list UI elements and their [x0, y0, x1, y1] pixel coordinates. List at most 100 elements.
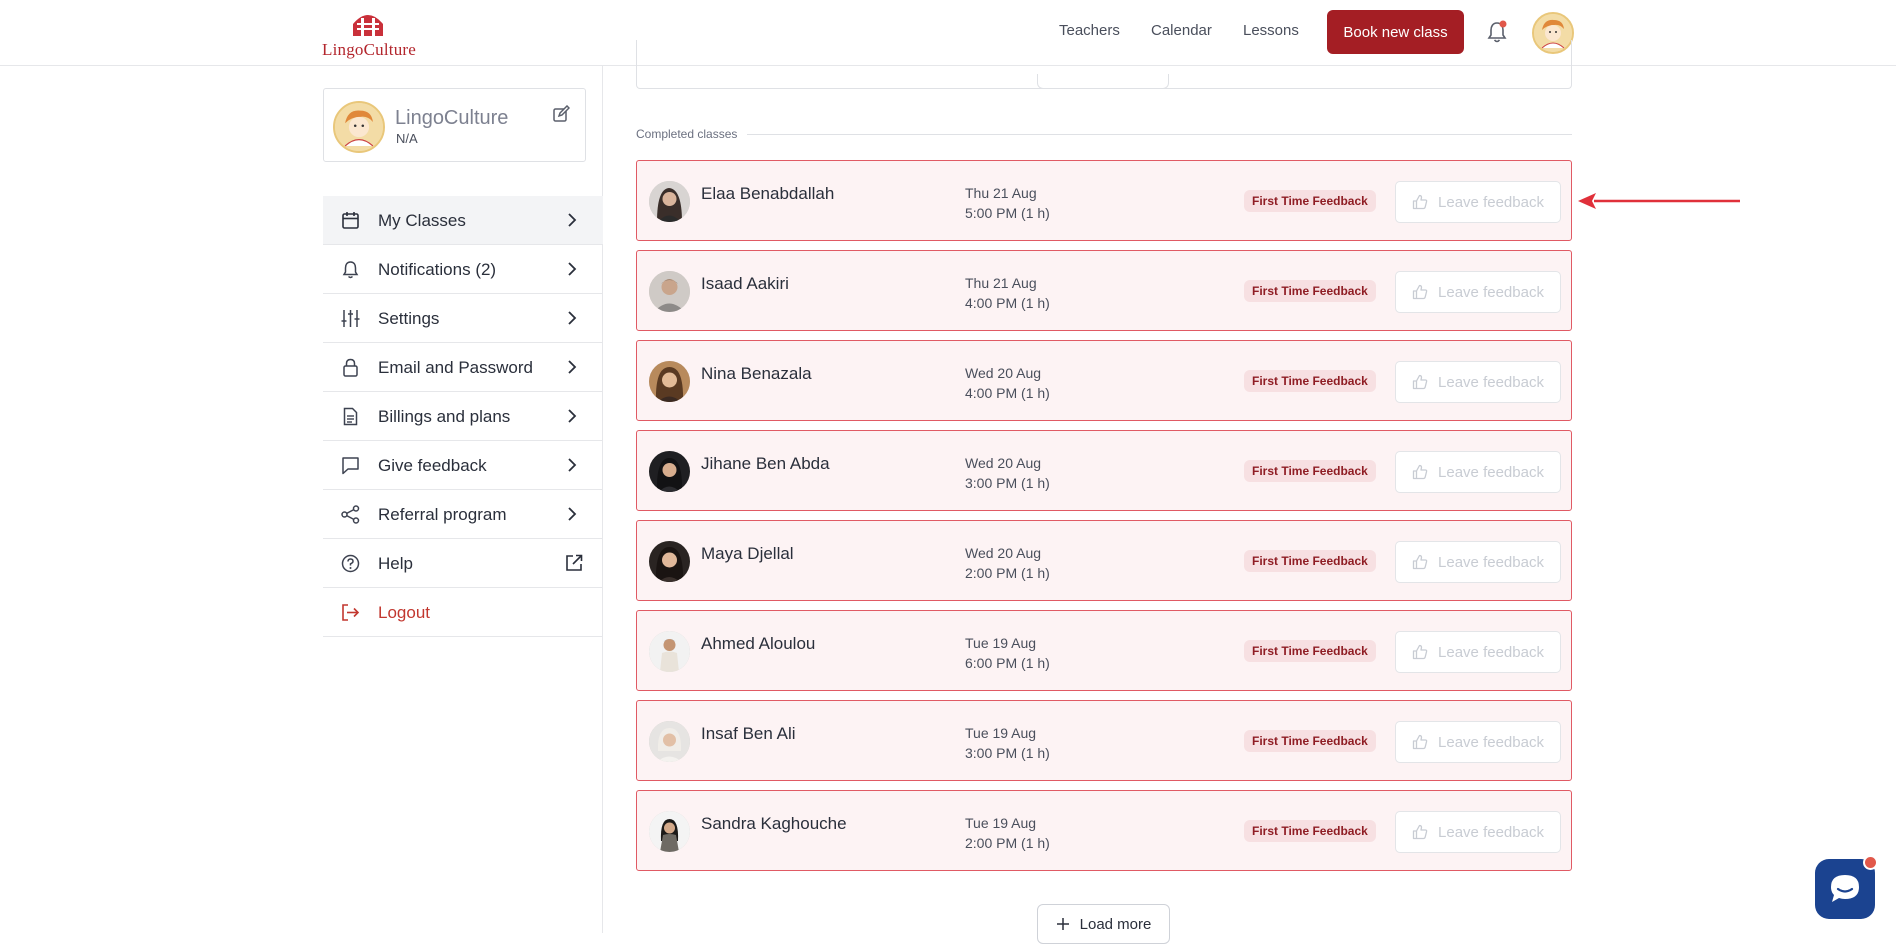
teacher-avatar — [649, 721, 690, 762]
class-datetime: Tue 19 Aug 2:00 PM (1 h) — [965, 815, 1050, 851]
first-time-feedback-badge: First Time Feedback — [1244, 460, 1376, 482]
profile-card: LingoCulture N/A — [323, 88, 586, 162]
menu-item-give-feedback[interactable]: Give feedback — [323, 441, 603, 490]
thumbs-up-icon — [1412, 374, 1428, 390]
class-datetime: Thu 21 Aug 5:00 PM (1 h) — [965, 185, 1050, 221]
first-time-feedback-badge: First Time Feedback — [1244, 550, 1376, 572]
cartoon-avatar-icon — [335, 103, 383, 151]
menu-item-label: Referral program — [378, 505, 507, 524]
menu-item-logout[interactable]: Logout — [323, 588, 603, 637]
teacher-photo-icon — [649, 811, 690, 852]
section-divider — [636, 134, 1572, 135]
notification-bell-icon[interactable] — [1486, 20, 1508, 44]
menu-item-label: Logout — [378, 603, 430, 622]
leave-feedback-label: Leave feedback — [1438, 373, 1544, 391]
teacher-avatar — [649, 361, 690, 402]
class-card: Insaf Ben Ali Tue 19 Aug 3:00 PM (1 h) Fi… — [636, 700, 1572, 781]
nav-teachers[interactable]: Teachers — [1059, 22, 1120, 39]
plus-icon — [1056, 918, 1069, 930]
nav-lessons[interactable]: Lessons — [1243, 22, 1299, 39]
chevron-right-icon — [568, 213, 577, 227]
leave-feedback-button[interactable]: Leave feedback — [1395, 541, 1561, 583]
document-icon — [343, 407, 358, 426]
menu-item-help[interactable]: Help — [323, 539, 603, 588]
class-datetime: Tue 19 Aug 6:00 PM (1 h) — [965, 635, 1050, 671]
class-card: Ahmed Aloulou Tue 19 Aug 6:00 PM (1 h) Fi… — [636, 610, 1572, 691]
menu-item-billings[interactable]: Billings and plans — [323, 392, 603, 441]
teacher-photo-icon — [649, 181, 690, 222]
help-icon — [341, 554, 360, 573]
previous-section-button[interactable] — [1037, 74, 1169, 89]
teacher-name: Maya Djellal — [701, 544, 794, 563]
sidebar: LingoCulture N/A My Classes Notification… — [0, 66, 603, 933]
thumbs-up-icon — [1412, 824, 1428, 840]
menu-item-label: Settings — [378, 309, 440, 328]
lingoculture-logo[interactable]: LingoCulture — [322, 10, 418, 59]
leave-feedback-label: Leave feedback — [1438, 463, 1544, 481]
chevron-right-icon — [568, 262, 577, 276]
calendar-icon — [342, 212, 359, 229]
leave-feedback-button[interactable]: Leave feedback — [1395, 181, 1561, 223]
thumbs-up-icon — [1412, 644, 1428, 660]
thumbs-up-icon — [1412, 194, 1428, 210]
teacher-photo-icon — [649, 721, 690, 762]
first-time-feedback-badge: First Time Feedback — [1244, 280, 1376, 302]
teacher-avatar — [649, 451, 690, 492]
menu-item-label: Billings and plans — [378, 407, 511, 426]
class-card: Sandra Kaghouche Tue 19 Aug 2:00 PM (1 h)… — [636, 790, 1572, 871]
teacher-photo-icon — [649, 631, 690, 672]
teacher-photo-icon — [649, 271, 690, 312]
teacher-photo-icon — [649, 541, 690, 582]
leave-feedback-button[interactable]: Leave feedback — [1395, 721, 1561, 763]
chat-unread-dot — [1863, 855, 1878, 870]
menu-item-label: Help — [378, 554, 413, 573]
menu-item-email-password[interactable]: Email and Password — [323, 343, 603, 392]
leave-feedback-button[interactable]: Leave feedback — [1395, 631, 1561, 673]
teacher-avatar — [649, 181, 690, 222]
leave-feedback-label: Leave feedback — [1438, 733, 1544, 751]
red-arrow-annotation-icon — [1578, 193, 1740, 209]
book-new-class-button[interactable]: Book new class — [1327, 10, 1464, 54]
profile-avatar — [333, 101, 385, 153]
class-card: Elaa Benabdallah Thu 21 Aug 5:00 PM (1 h)… — [636, 160, 1572, 241]
leave-feedback-button[interactable]: Leave feedback — [1395, 271, 1561, 313]
chevron-right-icon — [568, 409, 577, 423]
previous-section-card — [636, 40, 1572, 89]
teacher-photo-icon — [649, 451, 690, 492]
menu-item-notifications[interactable]: Notifications (2) — [323, 245, 603, 294]
class-datetime: Thu 21 Aug 4:00 PM (1 h) — [965, 275, 1050, 311]
user-avatar[interactable] — [1532, 12, 1574, 54]
top-header: LingoCulture Teachers Calendar Lessons B… — [0, 0, 1896, 66]
teacher-name: Sandra Kaghouche — [701, 814, 847, 833]
support-chat-button[interactable] — [1815, 859, 1875, 919]
teacher-name: Isaad Aakiri — [701, 274, 789, 293]
first-time-feedback-badge: First Time Feedback — [1244, 820, 1376, 842]
load-more-button[interactable]: Load more — [1037, 904, 1170, 944]
class-card: Isaad Aakiri Thu 21 Aug 4:00 PM (1 h) Fir… — [636, 250, 1572, 331]
account-menu: My Classes Notifications (2) Settings Em… — [323, 196, 603, 637]
thumbs-up-icon — [1412, 554, 1428, 570]
menu-item-referral[interactable]: Referral program — [323, 490, 603, 539]
thumbs-up-icon — [1412, 284, 1428, 300]
leave-feedback-label: Leave feedback — [1438, 823, 1544, 841]
edit-profile-icon[interactable] — [552, 105, 570, 123]
menu-item-settings[interactable]: Settings — [323, 294, 603, 343]
sliders-icon — [341, 310, 360, 327]
class-datetime: Tue 19 Aug 3:00 PM (1 h) — [965, 725, 1050, 761]
leave-feedback-label: Leave feedback — [1438, 283, 1544, 301]
thumbs-up-icon — [1412, 734, 1428, 750]
teacher-name: Jihane Ben Abda — [701, 454, 830, 473]
class-datetime: Wed 20 Aug 4:00 PM (1 h) — [965, 365, 1050, 401]
lock-icon — [343, 358, 358, 377]
menu-item-my-classes[interactable]: My Classes — [323, 196, 603, 245]
leave-feedback-button[interactable]: Leave feedback — [1395, 361, 1561, 403]
class-datetime: Wed 20 Aug 3:00 PM (1 h) — [965, 455, 1050, 491]
leave-feedback-button[interactable]: Leave feedback — [1395, 451, 1561, 493]
load-more-label: Load more — [1079, 915, 1152, 933]
leave-feedback-button[interactable]: Leave feedback — [1395, 811, 1561, 853]
teacher-name: Nina Benazala — [701, 364, 812, 383]
leave-feedback-label: Leave feedback — [1438, 643, 1544, 661]
nav-calendar[interactable]: Calendar — [1151, 22, 1212, 39]
chat-bubble-icon — [342, 457, 359, 475]
chevron-right-icon — [568, 360, 577, 374]
